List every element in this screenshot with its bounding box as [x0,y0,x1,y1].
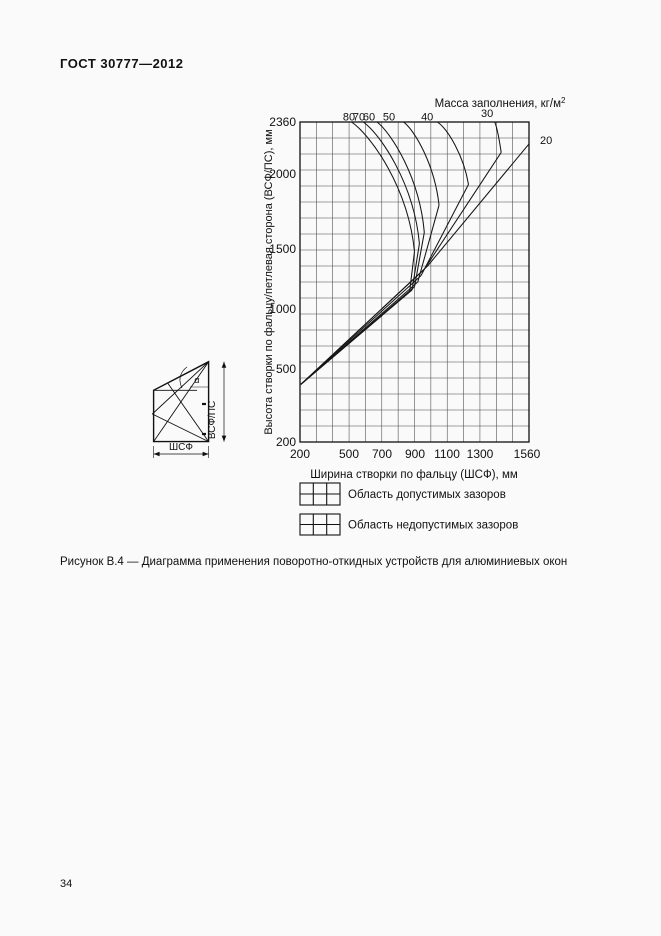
svg-text:ВСФ/ПС: ВСФ/ПС [207,401,218,439]
svg-text:Масса заполнения, кг/м2: Масса заполнения, кг/м2 [435,96,566,111]
svg-text:20: 20 [540,135,552,147]
svg-text:60: 60 [363,112,375,124]
svg-text:ШСФ: ШСФ [169,442,193,453]
svg-text:40: 40 [421,112,433,124]
svg-text:Область недопустимых зазоров: Область недопустимых зазоров [348,520,518,532]
svg-text:50: 50 [383,112,395,124]
svg-text:Область допустимых зазоров: Область допустимых зазоров [348,489,506,501]
svg-text:2360: 2360 [269,115,296,129]
svg-text:α: α [194,375,199,385]
